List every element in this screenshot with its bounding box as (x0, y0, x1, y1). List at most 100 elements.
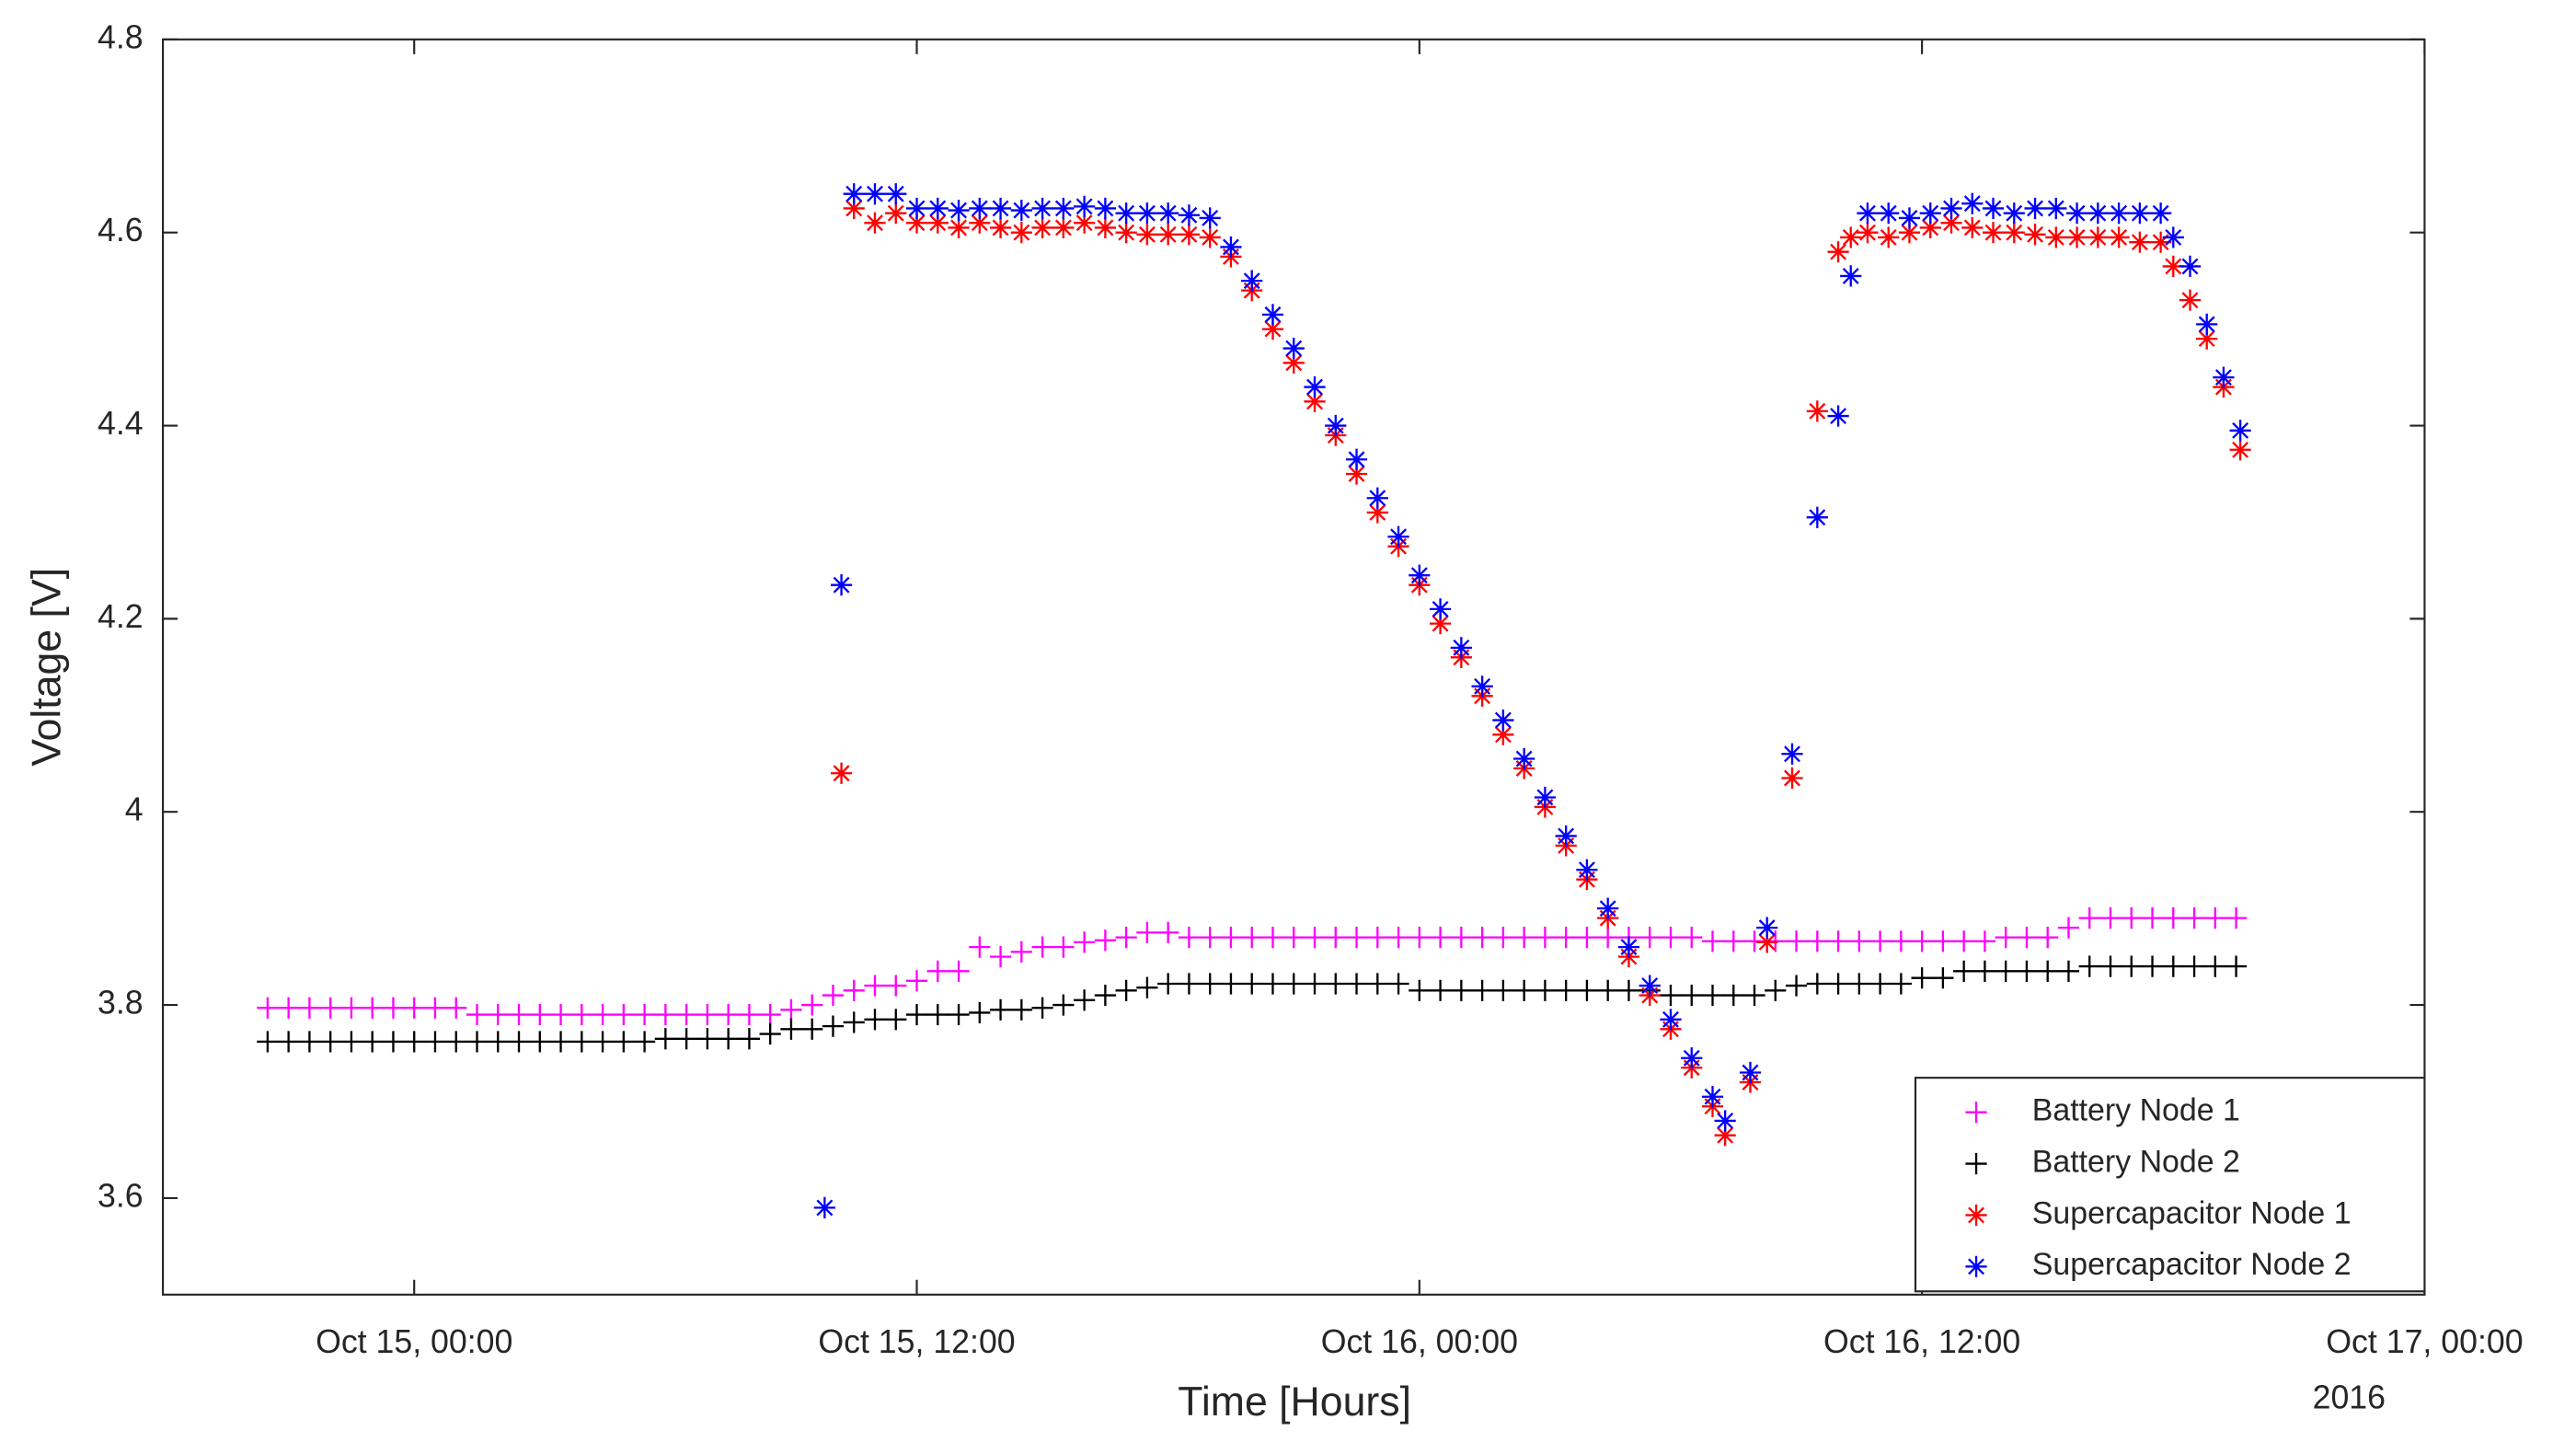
data-point (466, 1003, 489, 1026)
data-point (298, 997, 321, 1019)
data-point (1387, 525, 1409, 548)
data-point (2037, 927, 2059, 949)
data-point (1911, 967, 1933, 989)
data-point (1660, 1009, 1682, 1031)
data-point (1739, 1061, 1762, 1084)
data-point (1199, 207, 1221, 229)
data-point (1157, 973, 1179, 995)
data-point (613, 1003, 635, 1026)
data-point (1714, 1125, 1736, 1147)
data-point (1869, 930, 1892, 952)
data-point (529, 1031, 551, 1053)
data-point (1052, 936, 1075, 958)
data-point (1701, 1086, 1724, 1108)
data-point (1513, 927, 1535, 949)
data-point (1714, 1110, 1736, 1132)
data-point (780, 998, 802, 1021)
data-point (487, 1003, 509, 1026)
data-point (1869, 973, 1892, 995)
y-tick-label: 4.2 (98, 598, 144, 635)
data-point (1840, 226, 1862, 248)
data-point (1492, 723, 1514, 745)
data-point (1429, 598, 1452, 620)
data-point (1325, 414, 1347, 437)
data-point (1282, 352, 1305, 374)
data-point (2024, 197, 2046, 220)
data-point (905, 212, 928, 234)
data-point (1555, 979, 1577, 1001)
data-point (1597, 897, 1619, 919)
data-point (1756, 931, 1778, 953)
data-point (1010, 199, 1032, 222)
data-point (1471, 979, 1493, 1001)
data-point (278, 1031, 300, 1053)
data-point (1136, 202, 1158, 225)
data-point (570, 1031, 592, 1053)
data-point (738, 1003, 761, 1026)
data-point (508, 1003, 530, 1026)
data-point (1932, 930, 1954, 952)
data-point (445, 1031, 467, 1053)
data-point (1241, 270, 1263, 292)
data-point (1261, 927, 1284, 949)
data-point (1765, 979, 1787, 1001)
data-point (1345, 463, 1368, 485)
data-point (319, 997, 341, 1019)
y-axis-label: Voltage [V] (25, 568, 70, 767)
data-point (1827, 973, 1849, 995)
data-point (2045, 197, 2067, 220)
data-point (1450, 927, 1472, 949)
data-point (1052, 197, 1075, 220)
data-point (1555, 927, 1577, 949)
data-point (382, 997, 405, 1019)
data-point (592, 1031, 614, 1053)
data-point (948, 960, 970, 982)
data-point (1919, 202, 1941, 225)
data-point (675, 1003, 697, 1026)
data-point (1325, 973, 1347, 995)
data-point (822, 1015, 845, 1037)
y-tick-label: 4.4 (98, 405, 144, 442)
data-point (1953, 930, 1975, 952)
data-point (2129, 231, 2151, 253)
data-point (2179, 289, 2202, 311)
data-point (1617, 979, 1640, 1001)
data-point (864, 183, 886, 205)
data-point (1576, 979, 1598, 1001)
data-point (1492, 709, 1514, 732)
data-point (2037, 960, 2059, 982)
data-point (1827, 930, 1849, 952)
data-point (1157, 202, 1179, 225)
data-point (696, 1028, 719, 1050)
data-point (1806, 506, 1828, 528)
data-point (969, 936, 991, 958)
data-point (1982, 197, 2005, 220)
data-point (1261, 304, 1284, 326)
data-point (1366, 487, 1388, 509)
legend-label: Battery Node 1 (2032, 1093, 2240, 1128)
data-point (1722, 984, 1744, 1007)
data-point (2087, 202, 2109, 225)
legend-marker (1965, 1102, 1987, 1124)
data-point (1576, 859, 1598, 881)
x-axis-label: Time [Hours] (1178, 1379, 1411, 1425)
legend-marker (1965, 1204, 1987, 1227)
data-point (1743, 984, 1765, 1007)
data-point (948, 1003, 970, 1026)
data-point (1471, 675, 1493, 698)
data-point (926, 212, 949, 234)
data-point (759, 1003, 781, 1026)
data-point (864, 212, 886, 234)
y-tick-label: 4.6 (98, 212, 144, 248)
data-point (1136, 921, 1158, 943)
data-point (1345, 973, 1368, 995)
data-point (2150, 202, 2172, 225)
data-point (1387, 973, 1409, 995)
data-point (1115, 202, 1137, 225)
data-point (1282, 337, 1305, 360)
data-point (1513, 979, 1535, 1001)
data-point (718, 1028, 740, 1050)
data-point (2204, 955, 2226, 977)
data-point (1136, 224, 1158, 246)
data-point (1450, 979, 1472, 1001)
